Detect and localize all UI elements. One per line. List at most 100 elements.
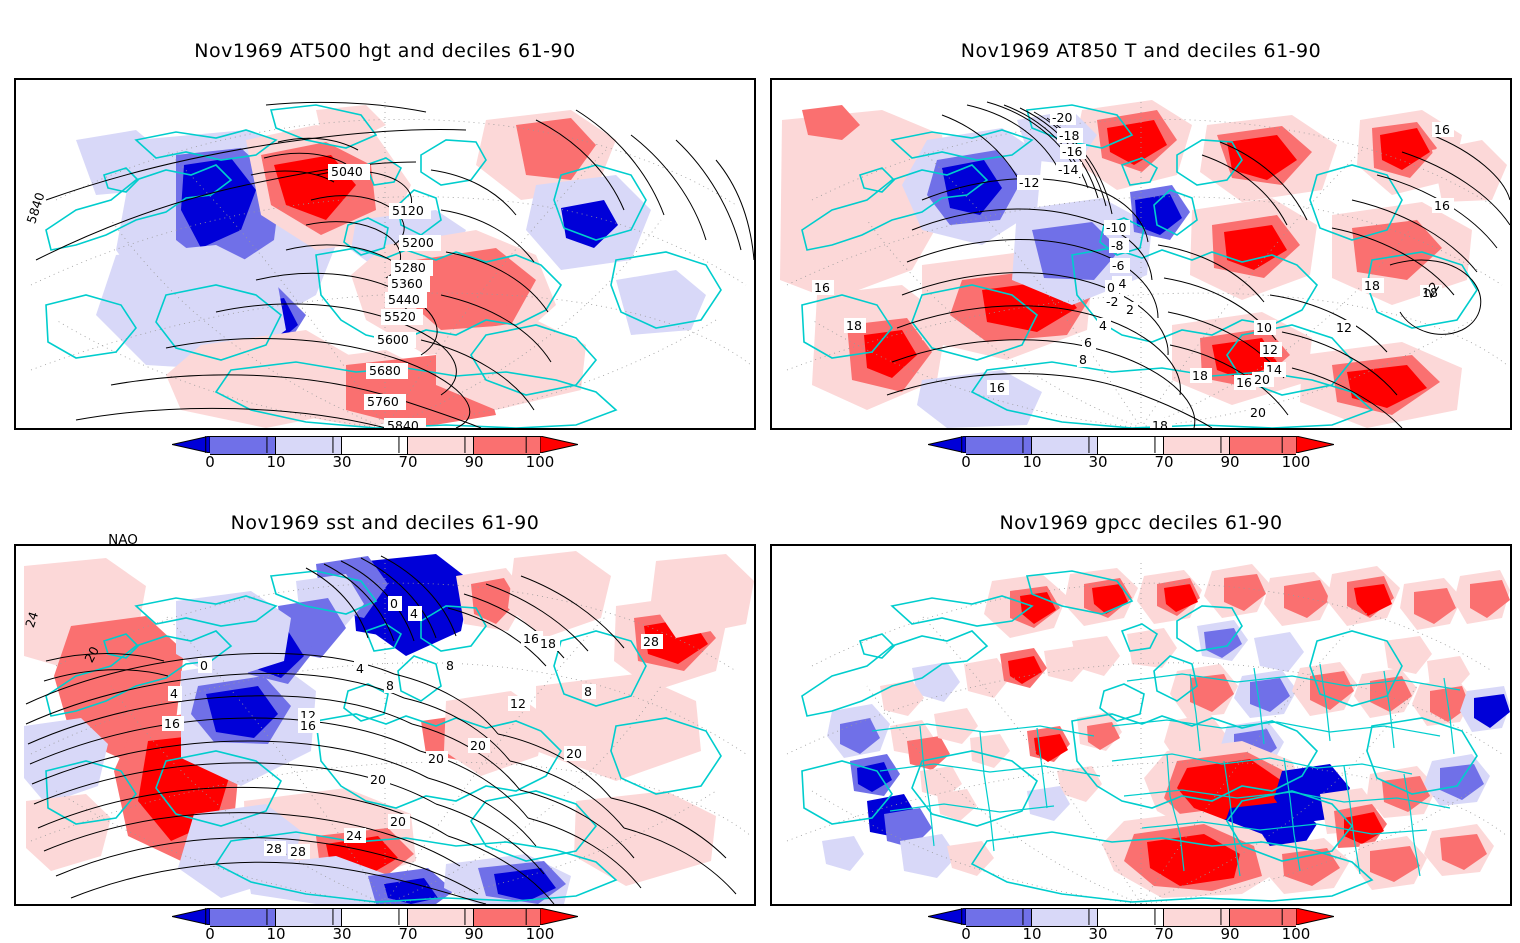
colorbar-segment-0 bbox=[210, 909, 276, 926]
svg-text:5200: 5200 bbox=[402, 235, 434, 250]
colorbar-tick-70: 70 bbox=[398, 908, 418, 943]
colorbar-segment-2 bbox=[1098, 909, 1164, 926]
colorbar-at500: 0 10 30 70 90 100 bbox=[172, 436, 592, 471]
svg-text:16: 16 bbox=[1434, 198, 1450, 213]
svg-text:5520: 5520 bbox=[384, 309, 416, 324]
contour-labels-at500: 5040 5120 5200 5280 5360 5440 5520 5600 … bbox=[23, 164, 441, 428]
panel-gpcc-map[interactable] bbox=[770, 544, 1512, 906]
panel-sst-map[interactable]: 0 0 4 4 4 8 8 8 12 12 16 16 20 20 bbox=[14, 544, 756, 906]
colorbar-strip bbox=[966, 436, 1296, 455]
svg-text:8: 8 bbox=[446, 658, 454, 673]
svg-text:16: 16 bbox=[1434, 122, 1450, 137]
colorbar-segment-3 bbox=[1164, 437, 1230, 454]
colorbar-segment-1 bbox=[276, 909, 342, 926]
svg-text:5840: 5840 bbox=[387, 418, 419, 428]
svg-text:16: 16 bbox=[1236, 375, 1252, 390]
colorbar-ticks: 0 10 30 70 90 100 bbox=[928, 908, 1348, 943]
svg-text:-2: -2 bbox=[1106, 294, 1118, 309]
contours-at850 bbox=[886, 101, 1510, 428]
colorbar-tick-100: 100 bbox=[1281, 436, 1310, 471]
colorbar-low-arrow bbox=[928, 908, 966, 925]
svg-text:16: 16 bbox=[814, 280, 830, 295]
svg-text:20: 20 bbox=[470, 738, 486, 753]
colorbar-tick-100: 100 bbox=[525, 908, 554, 943]
svg-text:20: 20 bbox=[1250, 405, 1266, 420]
svg-text:5120: 5120 bbox=[392, 203, 424, 218]
colorbar-tick-10: 10 bbox=[266, 908, 286, 943]
colorbar-segment-3 bbox=[408, 909, 474, 926]
colorbar-tick-30: 30 bbox=[1088, 908, 1108, 943]
colorbar-at850: 0 10 30 70 90 100 bbox=[928, 436, 1348, 471]
colorbar-high-arrow bbox=[540, 908, 578, 925]
panel-at500-map[interactable]: 5040 5120 5200 5280 5360 5440 5520 5600 … bbox=[14, 78, 756, 430]
colorbar-strip bbox=[210, 436, 540, 455]
svg-text:5600: 5600 bbox=[377, 332, 409, 347]
colorbar-segment-0 bbox=[966, 437, 1032, 454]
svg-text:16: 16 bbox=[989, 380, 1005, 395]
colorbar-ticks: 0 10 30 70 90 100 bbox=[172, 908, 592, 943]
colorbar-gpcc: 0 10 30 70 90 100 bbox=[928, 908, 1348, 943]
colorbar-tick-0: 0 bbox=[205, 908, 215, 943]
colorbar-tick-30: 30 bbox=[332, 908, 352, 943]
svg-text:22: 22 bbox=[1421, 279, 1442, 301]
colorbar-strip bbox=[966, 908, 1296, 927]
colorbar-strip bbox=[210, 908, 540, 927]
svg-text:5440: 5440 bbox=[388, 292, 420, 307]
svg-text:28: 28 bbox=[643, 634, 659, 649]
decile-shading-sst bbox=[24, 551, 754, 904]
colorbar-ticks: 0 10 30 70 90 100 bbox=[172, 436, 592, 471]
colorbar-segment-3 bbox=[1164, 909, 1230, 926]
panel-sst-title: Nov1969 sst and deciles 61-90 bbox=[230, 512, 540, 534]
colorbar-tick-10: 10 bbox=[1022, 908, 1042, 943]
svg-text:28: 28 bbox=[266, 841, 282, 856]
colorbar-segment-4 bbox=[474, 437, 540, 454]
svg-text:-14: -14 bbox=[1058, 162, 1078, 177]
colorbar-segment-2 bbox=[342, 437, 408, 454]
svg-text:2: 2 bbox=[1126, 302, 1134, 317]
svg-text:5360: 5360 bbox=[391, 276, 423, 291]
colorbar-tick-70: 70 bbox=[398, 436, 418, 471]
colorbar-segment-1 bbox=[276, 437, 342, 454]
svg-text:5280: 5280 bbox=[394, 260, 426, 275]
svg-text:0: 0 bbox=[390, 596, 398, 611]
svg-text:6: 6 bbox=[1084, 335, 1092, 350]
colorbar-high-arrow bbox=[540, 436, 578, 453]
colorbar-sst: 0 10 30 70 90 100 bbox=[172, 908, 592, 943]
svg-text:5840: 5840 bbox=[23, 190, 47, 225]
svg-text:0: 0 bbox=[1107, 280, 1115, 295]
graticule-gpcc bbox=[786, 561, 1508, 904]
svg-text:28: 28 bbox=[290, 844, 306, 859]
svg-text:-10: -10 bbox=[1106, 220, 1126, 235]
svg-text:0: 0 bbox=[200, 658, 208, 673]
panel-at850-map[interactable]: -20 -18 -16 -14 -12 -10 -8 -6 -4 -2 0 2 … bbox=[770, 78, 1512, 430]
svg-text:-12: -12 bbox=[1019, 175, 1039, 190]
svg-text:20: 20 bbox=[566, 746, 582, 761]
colorbar-tick-70: 70 bbox=[1154, 908, 1174, 943]
svg-text:18: 18 bbox=[1422, 285, 1438, 300]
svg-text:18: 18 bbox=[846, 318, 862, 333]
colorbar-tick-30: 30 bbox=[332, 436, 352, 471]
decile-shading-gpcc bbox=[822, 564, 1510, 898]
svg-text:12: 12 bbox=[1336, 320, 1352, 335]
colorbar-tick-90: 90 bbox=[1220, 908, 1240, 943]
contour-labels-sst: 0 0 4 4 4 8 8 8 12 12 16 16 20 20 bbox=[22, 596, 663, 859]
svg-text:16: 16 bbox=[164, 716, 180, 731]
colorbar-low-arrow bbox=[172, 908, 210, 925]
svg-text:4: 4 bbox=[1099, 318, 1107, 333]
colorbar-low-arrow bbox=[172, 436, 210, 453]
svg-text:20: 20 bbox=[370, 772, 386, 787]
panel-gpcc: Nov1969 gpcc deciles 61-90 bbox=[770, 512, 1512, 906]
colorbar-high-arrow bbox=[1296, 908, 1334, 925]
svg-text:12: 12 bbox=[510, 696, 526, 711]
colorbar-tick-0: 0 bbox=[961, 436, 971, 471]
svg-text:20: 20 bbox=[1254, 372, 1270, 387]
contour-labels-at850: -20 -18 -16 -14 -12 -10 -8 -6 -4 -2 0 2 … bbox=[812, 110, 1454, 428]
country-borders-gpcc bbox=[871, 663, 1461, 877]
colorbar-segment-2 bbox=[342, 909, 408, 926]
panel-at850-title: Nov1969 AT850 T and deciles 61-90 bbox=[960, 40, 1322, 62]
svg-text:18: 18 bbox=[1364, 278, 1380, 293]
contours-sst bbox=[25, 555, 737, 904]
coastlines-sst bbox=[45, 570, 722, 903]
colorbar-tick-90: 90 bbox=[1220, 436, 1240, 471]
svg-text:4: 4 bbox=[170, 686, 178, 701]
